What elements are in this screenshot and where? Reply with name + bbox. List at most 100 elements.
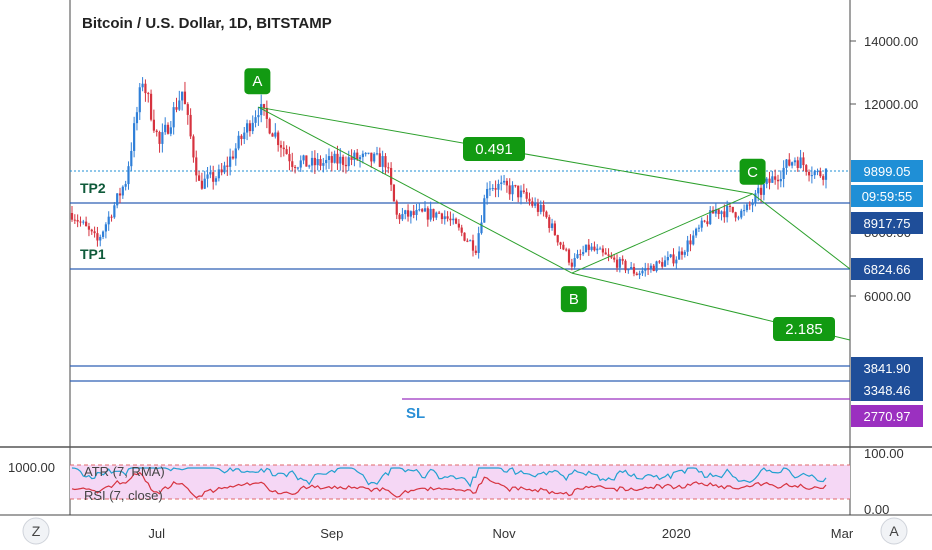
ratio-label-2: 2.185 — [785, 321, 823, 338]
candle-body — [172, 107, 175, 128]
candle-body — [565, 249, 568, 251]
candle-body — [632, 267, 636, 274]
candle-body — [596, 248, 599, 251]
candle-body — [534, 203, 537, 206]
svg-text:Z: Z — [32, 523, 41, 539]
candle-body — [262, 104, 266, 108]
candle-body — [584, 244, 588, 253]
candle-body — [141, 83, 144, 88]
candle-body — [559, 242, 562, 245]
candle-body — [740, 210, 743, 218]
candle-body — [669, 254, 672, 257]
candle-body — [209, 172, 212, 175]
candle-body — [471, 240, 475, 251]
candle-body — [234, 148, 237, 159]
candle-body — [497, 183, 500, 190]
candle-body — [799, 157, 802, 169]
candle-body — [135, 112, 139, 124]
candle-body — [697, 227, 701, 229]
candle-body — [525, 192, 528, 199]
tp1-price-tag: 6824.66 — [864, 262, 911, 277]
candle-body — [463, 232, 466, 241]
harmonic-pattern: A B C 0.491 2.185 — [244, 68, 851, 341]
ratio-label-1-box — [463, 137, 525, 161]
candle-body — [782, 167, 785, 179]
time-tick-label: Jul — [148, 526, 165, 541]
candle-body — [683, 251, 686, 255]
candle-body — [452, 218, 455, 221]
rsi-line — [71, 471, 827, 499]
candle-body — [223, 165, 226, 173]
candle-body — [237, 135, 240, 149]
candle-body — [432, 208, 435, 218]
candle-body — [768, 178, 771, 183]
time-tick-label: Nov — [493, 526, 517, 541]
candle-body — [197, 175, 201, 181]
auto-scale-button[interactable]: A — [880, 517, 908, 545]
candle-body — [291, 161, 294, 167]
candle-body — [796, 160, 799, 169]
candle-body — [254, 117, 257, 123]
candle-body — [494, 188, 497, 190]
tp1-price-tag-box — [851, 258, 923, 280]
candle-body — [646, 268, 650, 270]
candle-body — [598, 248, 602, 250]
candle-body — [178, 100, 181, 110]
candle-body — [243, 132, 246, 140]
candle-body — [539, 204, 542, 212]
candle-body — [240, 135, 243, 140]
countdown-tag-box — [851, 185, 923, 207]
candle-body — [90, 229, 93, 232]
candle-body — [358, 157, 362, 160]
candle-body — [412, 211, 415, 215]
candle-body — [731, 206, 734, 213]
candle-body — [692, 235, 695, 245]
time-tick-label: 2020 — [662, 526, 691, 541]
candle-body — [85, 221, 88, 227]
candle-body — [378, 153, 381, 167]
candle-body — [686, 240, 689, 252]
candle-body — [714, 209, 717, 214]
candle-body — [203, 178, 206, 189]
point-c-label: C — [747, 164, 758, 181]
bc-leg — [571, 193, 753, 274]
candle-body — [587, 244, 590, 250]
candle-body — [745, 204, 749, 211]
candle-body — [545, 211, 548, 218]
candle-body — [282, 147, 285, 150]
candle-body — [330, 156, 333, 163]
candle-body — [302, 155, 305, 161]
zoom-button[interactable]: Z — [22, 517, 50, 545]
candle-body — [367, 152, 370, 154]
candle-body — [454, 218, 458, 224]
level-label: TP2 — [80, 180, 106, 196]
candle-body — [274, 132, 277, 137]
candle-body — [542, 204, 545, 212]
candle-body — [164, 124, 167, 133]
ratio-label-2-box — [773, 317, 835, 341]
candle-body — [421, 209, 424, 212]
candle-body — [175, 107, 178, 110]
candle-body — [214, 178, 218, 182]
candle-body — [339, 156, 342, 164]
candle-body — [618, 258, 621, 268]
time-tick-label: Mar — [831, 526, 854, 541]
candle-body — [127, 166, 130, 185]
candle-body — [706, 221, 709, 225]
candle-body — [737, 217, 740, 219]
candle-body — [607, 254, 610, 256]
indicator-tick-label: 0.00 — [864, 502, 889, 517]
candle-body — [443, 216, 446, 220]
candle-body — [333, 153, 336, 163]
candle-body — [779, 178, 782, 182]
candle-body — [113, 205, 116, 218]
candle-body — [392, 184, 396, 202]
candle-body — [130, 150, 133, 167]
candle-body — [491, 188, 494, 190]
candle-body — [429, 208, 432, 220]
candle-body — [381, 156, 384, 167]
candle-body — [285, 149, 288, 155]
price-tick-label: 12000.00 — [864, 97, 918, 112]
candle-body — [166, 124, 170, 134]
